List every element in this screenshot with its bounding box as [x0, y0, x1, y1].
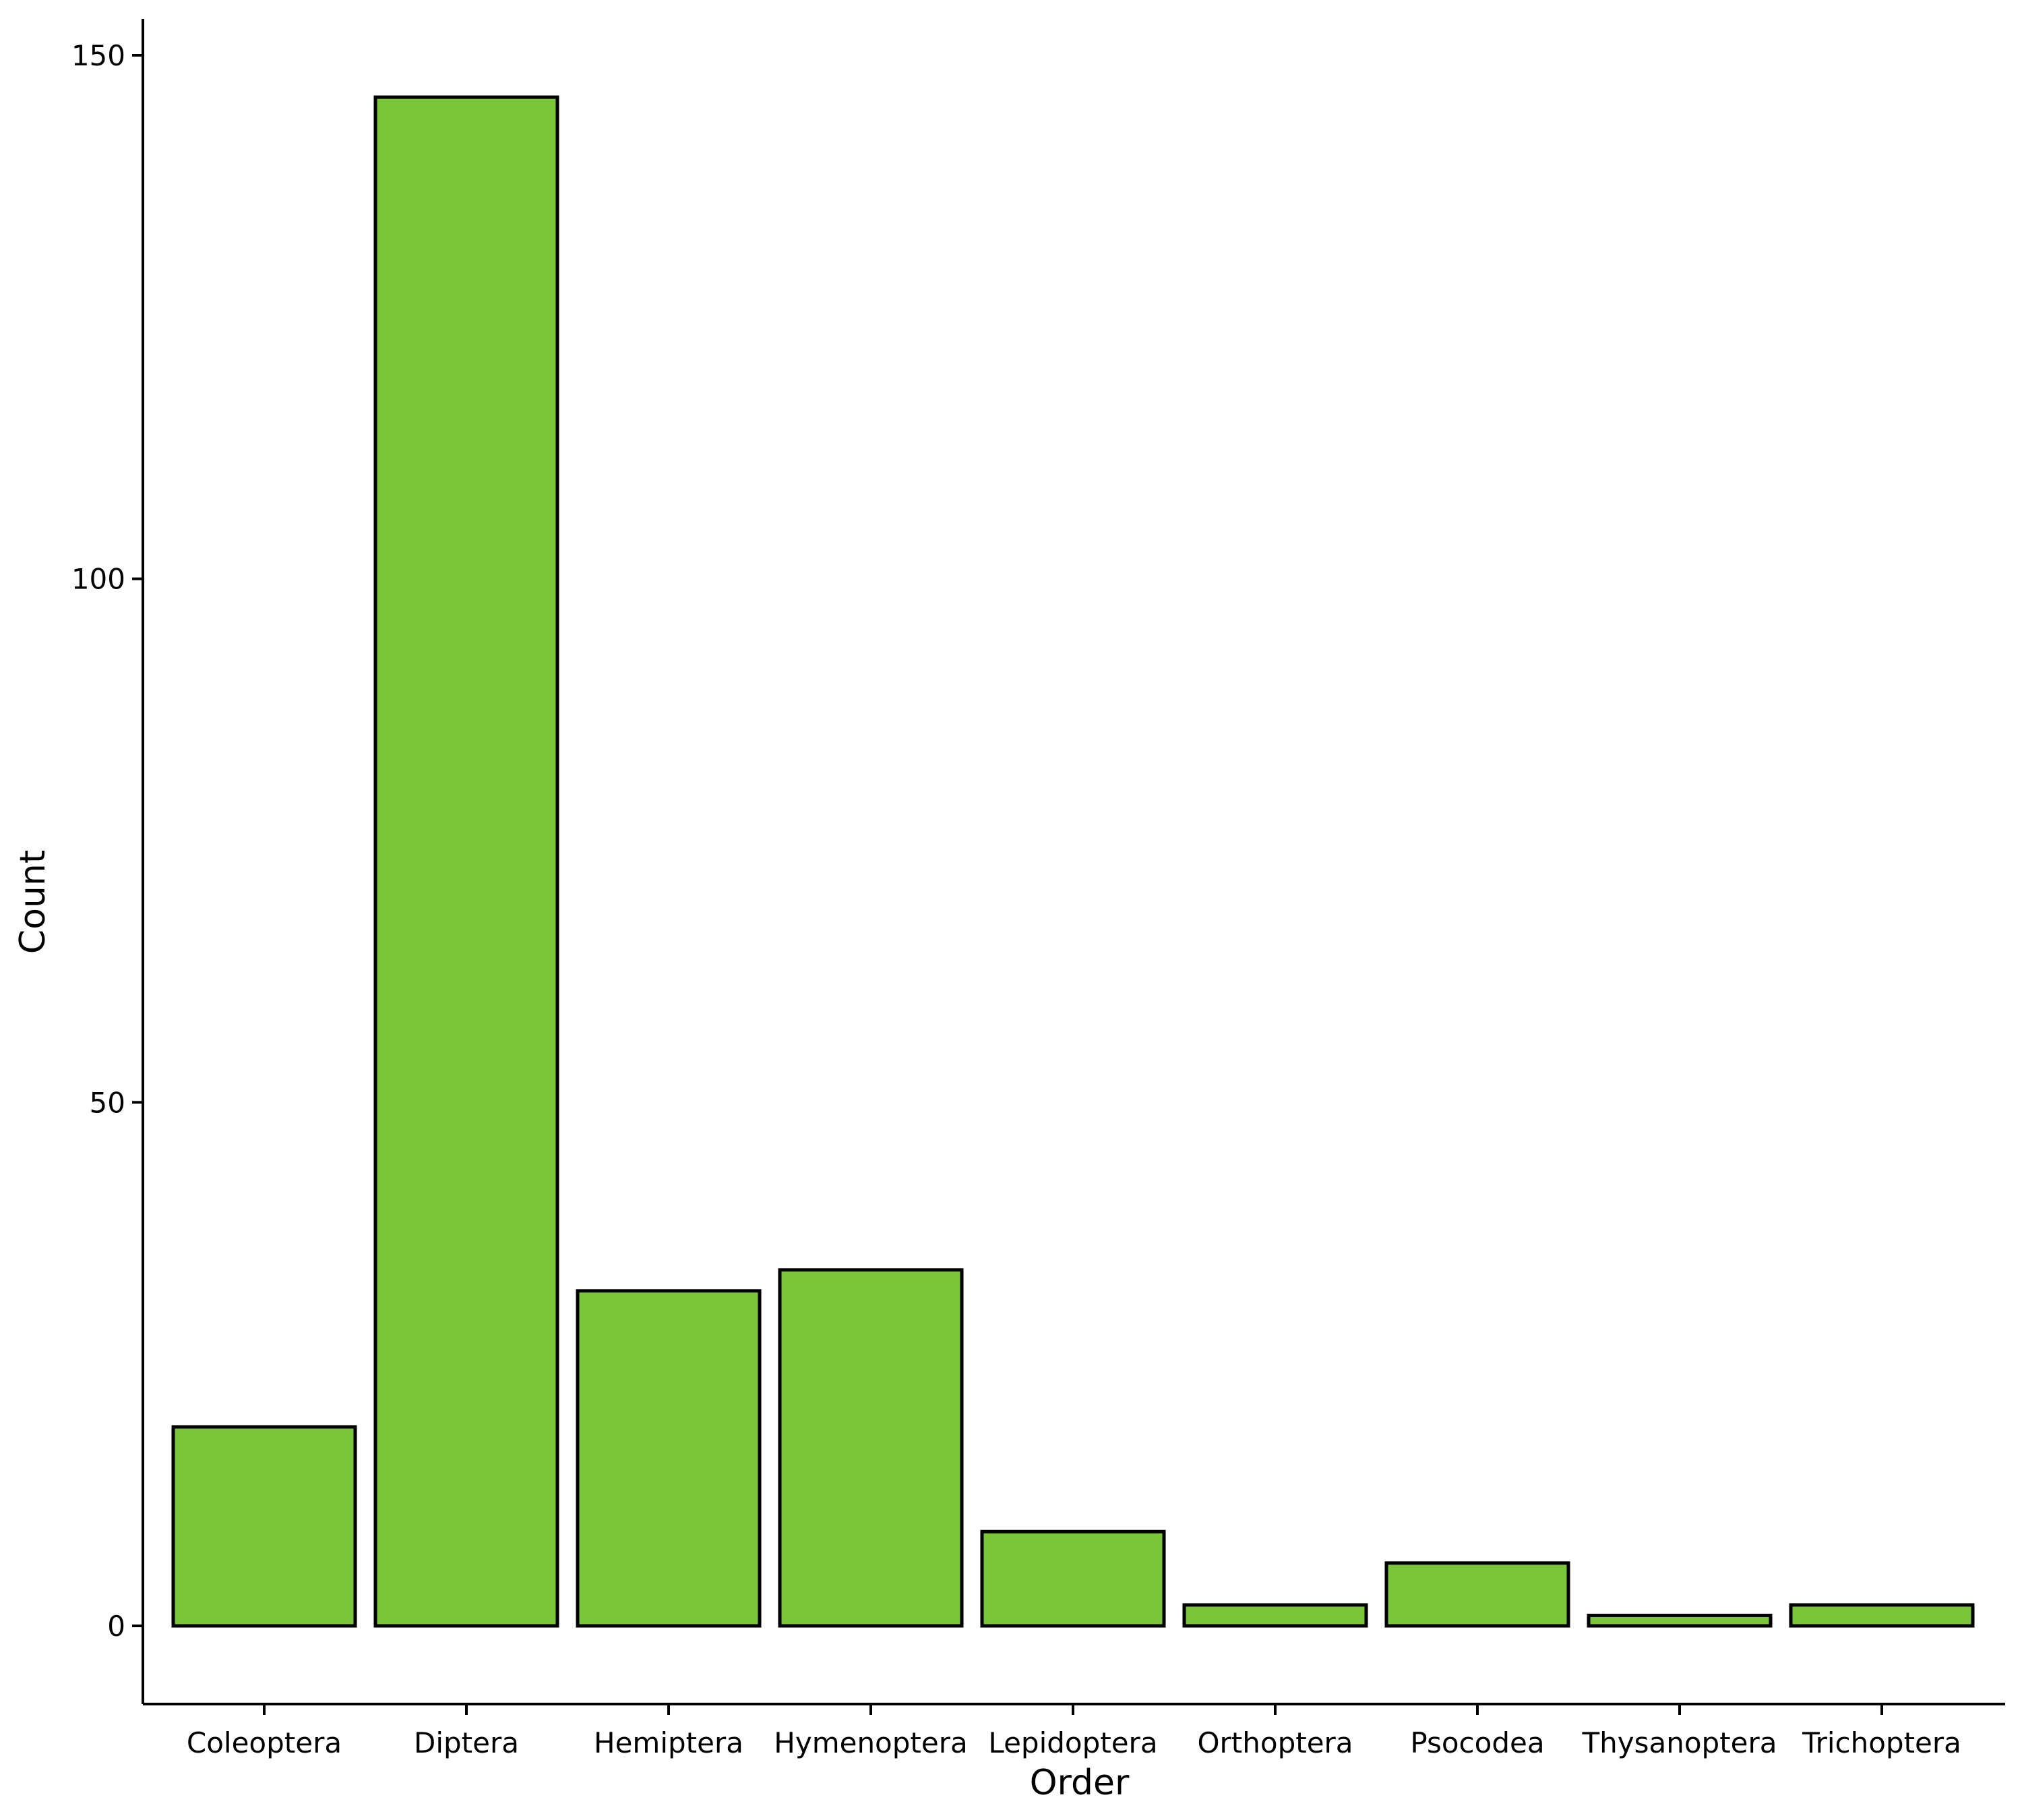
- y-tick-label: 0: [107, 1610, 125, 1643]
- x-tick-label-trichoptera: Trichoptera: [1802, 1726, 1961, 1759]
- bars-group: [171, 95, 1975, 1628]
- x-tick-label-diptera: Diptera: [414, 1726, 519, 1759]
- y-tick-label: 50: [90, 1086, 125, 1119]
- bar-thysanoptera: [1587, 1613, 1773, 1628]
- bar-hymenoptera: [778, 1268, 964, 1628]
- y-ticks: 0 50 100 150: [71, 39, 143, 1643]
- bar-diptera: [373, 95, 559, 1628]
- bar-coleoptera: [171, 1425, 357, 1628]
- x-tick-label-coleoptera: Coleoptera: [187, 1726, 342, 1759]
- x-tick-label-thysanoptera: Thysanoptera: [1581, 1726, 1777, 1759]
- x-tick-label-orthoptera: Orthoptera: [1197, 1726, 1353, 1759]
- bar-psocodea: [1384, 1561, 1570, 1628]
- x-axis-title: Order: [1030, 1763, 1130, 1803]
- y-axis-title: Count: [13, 850, 53, 954]
- y-tick-label: 100: [71, 563, 125, 596]
- bar-hemiptera: [576, 1289, 762, 1628]
- x-tick-label-lepidoptera: Lepidoptera: [988, 1726, 1157, 1759]
- x-tick-label-hemiptera: Hemiptera: [594, 1726, 743, 1759]
- y-axis: 0 50 100 150: [71, 19, 144, 1704]
- x-tick-label-hymenoptera: Hymenoptera: [774, 1726, 967, 1759]
- y-tick-label: 150: [71, 39, 125, 72]
- bar-lepidoptera: [980, 1529, 1166, 1628]
- bar-trichoptera: [1789, 1603, 1975, 1628]
- x-axis: Coleoptera Diptera Hemiptera Hymenoptera Lep…: [143, 1703, 2005, 1759]
- x-tick-label-psocodea: Psocodea: [1410, 1726, 1544, 1759]
- x-ticks: Coleoptera Diptera Hemiptera Hymenoptera Lep…: [187, 1704, 1961, 1759]
- bar-orthoptera: [1182, 1603, 1368, 1628]
